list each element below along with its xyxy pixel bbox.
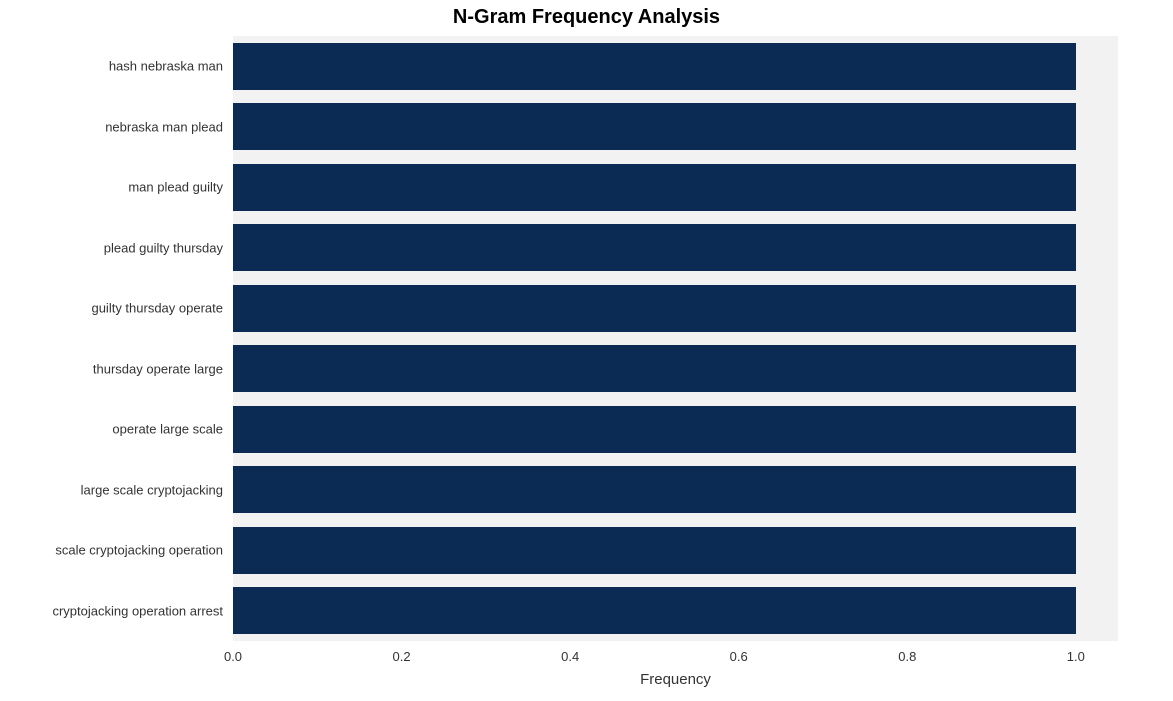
y-tick-label: man plead guilty (128, 180, 233, 195)
plot-area: hash nebraska mannebraska man pleadman p… (233, 36, 1118, 641)
bar (233, 527, 1076, 574)
bar (233, 345, 1076, 392)
y-tick-label: cryptojacking operation arrest (52, 603, 233, 618)
bar (233, 103, 1076, 150)
x-tick-label: 0.0 (224, 649, 242, 664)
bar (233, 164, 1076, 211)
bar (233, 43, 1076, 90)
y-tick-label: large scale cryptojacking (81, 482, 233, 497)
x-tick-label: 0.4 (561, 649, 579, 664)
y-tick-label: operate large scale (112, 422, 233, 437)
x-tick-label: 0.2 (393, 649, 411, 664)
bar (233, 466, 1076, 513)
y-tick-label: nebraska man plead (105, 119, 233, 134)
bar (233, 285, 1076, 332)
x-tick-label: 0.8 (898, 649, 916, 664)
y-tick-label: guilty thursday operate (91, 301, 233, 316)
y-tick-label: thursday operate large (93, 361, 233, 376)
bar (233, 587, 1076, 634)
y-tick-label: plead guilty thursday (104, 240, 233, 255)
chart-title: N-Gram Frequency Analysis (0, 6, 1173, 29)
y-tick-label: hash nebraska man (109, 59, 233, 74)
x-tick-label: 0.6 (730, 649, 748, 664)
bar (233, 224, 1076, 271)
bar (233, 406, 1076, 453)
x-tick-label: 1.0 (1067, 649, 1085, 664)
x-axis-label: Frequency (233, 671, 1118, 688)
ngram-frequency-chart: N-Gram Frequency Analysis hash nebraska … (0, 0, 1173, 701)
y-tick-label: scale cryptojacking operation (55, 543, 233, 558)
